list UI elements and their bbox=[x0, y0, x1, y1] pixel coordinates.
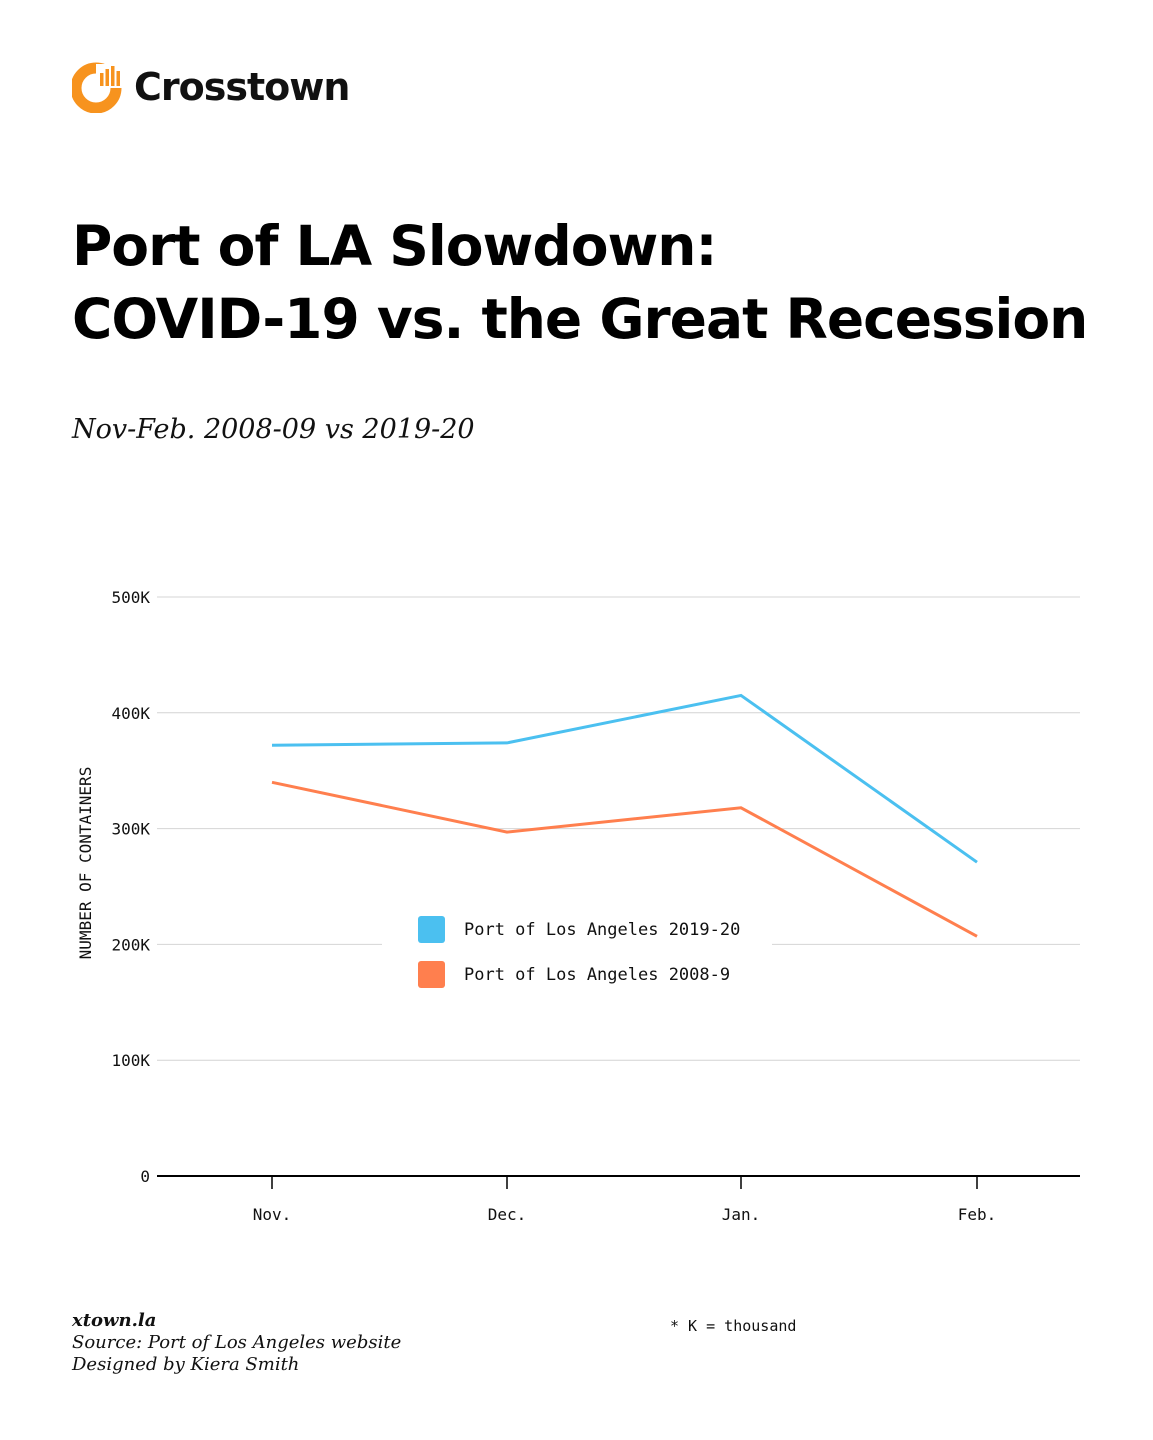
grid-lines bbox=[157, 596, 1080, 1061]
footer-site: xtown.la bbox=[72, 1310, 157, 1331]
y-tick-label: 200K bbox=[111, 935, 150, 954]
legend-background bbox=[382, 906, 772, 998]
page-title: Port of LA Slowdown: COVID-19 vs. the Gr… bbox=[72, 210, 1088, 356]
y-axis-label: NUMBER OF CONTAINERS bbox=[76, 767, 95, 960]
footnote: * K = thousand bbox=[670, 1317, 797, 1335]
x-axis: Nov. Dec. Jan. Feb. bbox=[157, 1175, 1080, 1224]
legend-label-2: Port of Los Angeles 2008-9 bbox=[464, 965, 730, 985]
title-line-2: COVID-19 vs. the Great Recession bbox=[72, 287, 1088, 351]
crosstown-logo: Crosstown bbox=[72, 60, 350, 114]
y-tick-label: 100K bbox=[111, 1051, 150, 1070]
legend: Port of Los Angeles 2019-20 Port of Los A… bbox=[382, 906, 772, 998]
x-tick-label: Jan. bbox=[722, 1205, 761, 1224]
x-tick-label: Feb. bbox=[958, 1205, 997, 1224]
y-tick-label: 400K bbox=[111, 704, 150, 723]
legend-swatch-1 bbox=[418, 916, 445, 943]
series-lines bbox=[271, 693, 978, 938]
y-tick-label: 0 bbox=[140, 1167, 150, 1186]
y-axis-tick-labels: 0 100K 200K 300K 400K 500K bbox=[111, 588, 150, 1186]
x-tick-label: Nov. bbox=[253, 1205, 292, 1224]
brand-name: Crosstown bbox=[134, 65, 350, 109]
series-line-1 bbox=[271, 693, 978, 864]
y-tick-label: 500K bbox=[111, 588, 150, 607]
footer-source: Source: Port of Los Angeles website bbox=[72, 1332, 402, 1353]
series-line-2 bbox=[271, 780, 978, 938]
footer-credit: Designed by Kiera Smith bbox=[72, 1354, 300, 1375]
legend-swatch-2 bbox=[418, 961, 445, 988]
footer: xtown.la Source: Port of Los Angeles web… bbox=[72, 1310, 401, 1376]
legend-label-1: Port of Los Angeles 2019-20 bbox=[464, 920, 740, 940]
x-tick-label: Dec. bbox=[488, 1205, 527, 1224]
chart-subtitle: Nov-Feb. 2008-09 vs 2019-20 bbox=[72, 414, 475, 445]
y-tick-label: 300K bbox=[111, 820, 150, 839]
crosstown-logo-icon bbox=[72, 62, 124, 113]
title-line-1: Port of LA Slowdown: bbox=[72, 214, 717, 278]
